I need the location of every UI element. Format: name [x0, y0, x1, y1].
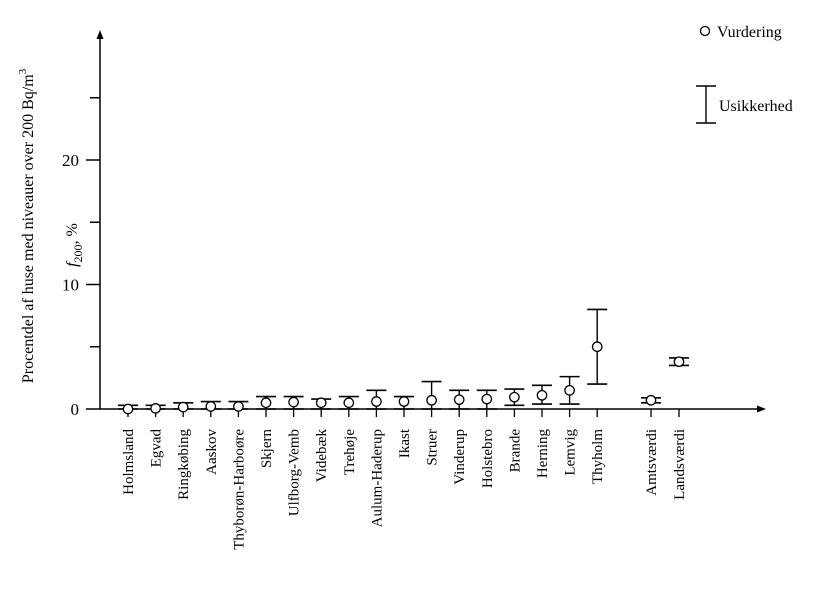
y-axis-title-main: Procentdel af huse med niveauer over 200… [20, 74, 37, 383]
data-point [288, 396, 299, 408]
data-point [371, 396, 382, 407]
data-point-group [173, 401, 194, 413]
data-point-group [504, 388, 525, 407]
category-label: Ringkøbing [176, 429, 192, 500]
data-point [122, 403, 134, 415]
category-label: Trehøje [342, 429, 358, 475]
category-label: Skjern [259, 429, 275, 469]
data-point [260, 397, 272, 409]
y-tick-label: 0 [71, 400, 80, 419]
data-point-group [476, 389, 497, 410]
data-point-group [200, 400, 221, 412]
data-point-group [311, 397, 332, 410]
data-point-group [532, 384, 552, 405]
category-label: Aulum-Haderup [369, 429, 385, 527]
data-point-group [256, 395, 276, 410]
data-point [509, 391, 520, 403]
data-point-group [449, 389, 470, 410]
data-point [481, 393, 493, 405]
data-point [453, 394, 465, 406]
data-point [205, 401, 217, 412]
category-label: Landsværdi [672, 429, 688, 500]
data-point-group [641, 394, 661, 406]
data-point [645, 394, 657, 406]
data-point [315, 397, 327, 409]
data-point-group [145, 403, 166, 414]
data-point [536, 389, 548, 401]
legend-errorbar-label: Usikkerhed [719, 98, 793, 115]
data-point [673, 356, 685, 368]
category-label: Lemvig [563, 429, 579, 476]
data-point [233, 401, 244, 412]
category-label: Amtsværdi [644, 429, 660, 496]
y-tick-label: 20 [62, 151, 79, 170]
data-point [398, 396, 410, 407]
data-point-group [587, 308, 608, 385]
data-point [177, 401, 189, 413]
data-point-group [559, 375, 580, 405]
category-label: Ikast [397, 428, 413, 458]
y-axis-title-superscript: 3 [17, 68, 29, 74]
category-label: Herning [535, 429, 551, 479]
y-axis-arrowhead [96, 30, 104, 39]
data-point-group [283, 395, 304, 410]
data-point [591, 341, 603, 353]
x-axis-arrowhead [757, 405, 766, 413]
y-tick-label: 10 [62, 276, 79, 295]
category-label: Brande [507, 429, 523, 473]
category-label: Aaskov [204, 429, 220, 475]
data-point [564, 384, 575, 396]
category-label: Holstebro [480, 429, 496, 488]
category-label: Thyholm [590, 429, 606, 484]
data-point-group [669, 356, 689, 368]
legend: Vurdering Usikkerhed [696, 24, 793, 124]
data-point-group [338, 395, 359, 410]
category-label: Ulfborg-Vemb [287, 429, 303, 516]
data-point [426, 394, 437, 406]
y-axis-symbol-unit: , % [64, 223, 81, 244]
category-label: Thyborøn-Harboøre [231, 429, 247, 550]
y-axis-symbol: f200, % [64, 223, 85, 267]
data-point-group [421, 380, 442, 410]
data-point-group [118, 403, 138, 415]
y-axis-symbol-subscript: 200 [71, 244, 85, 262]
y-axis-symbol-f: f [64, 260, 81, 267]
category-label: Holmsland [121, 429, 137, 495]
category-label: Egvad [149, 429, 165, 468]
data-point-group [228, 400, 249, 412]
data-point-group [394, 395, 414, 410]
data-point [150, 403, 161, 414]
data-point-group [366, 389, 387, 410]
y-axis-title: Procentdel af huse med niveauer over 200… [17, 68, 37, 383]
legend-point-marker [699, 25, 711, 37]
category-label: Vinderup [452, 429, 468, 485]
category-label: Videbæk [314, 429, 330, 483]
data-point [343, 397, 355, 409]
category-label: Struer [425, 429, 441, 466]
legend-point-label: Vurdering [717, 24, 782, 41]
